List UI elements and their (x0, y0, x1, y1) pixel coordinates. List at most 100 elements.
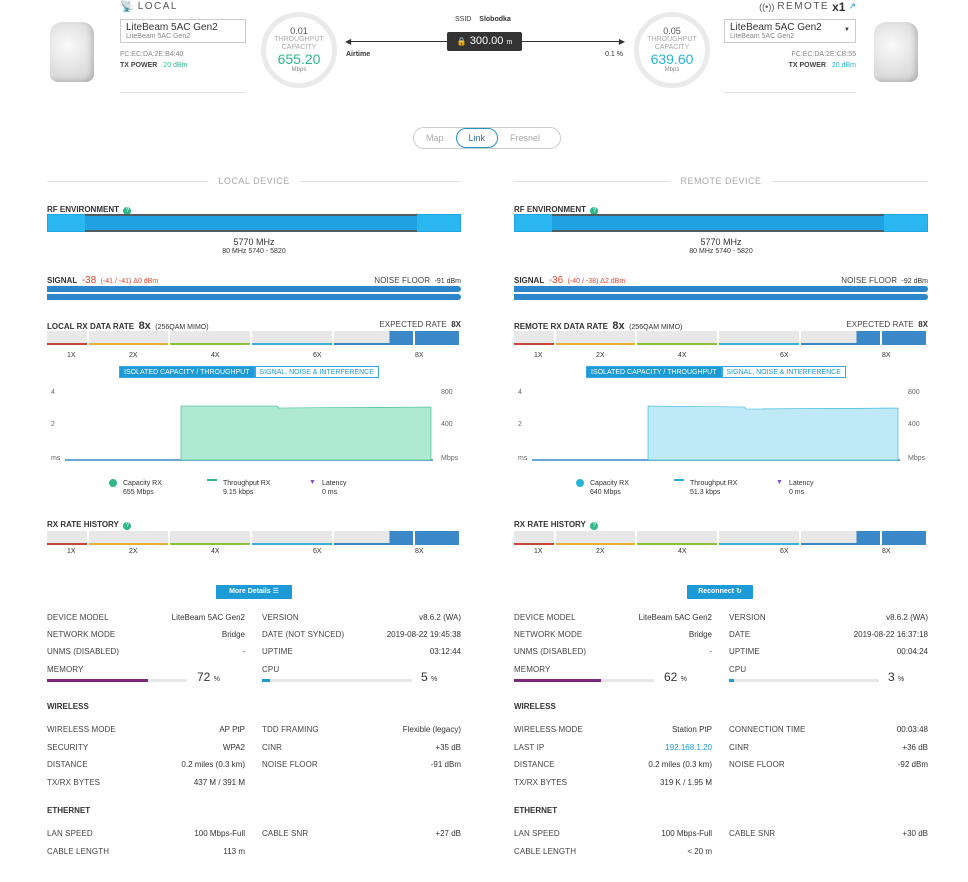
local-history-tick: 4X (211, 548, 220, 555)
remote-info-key: UPTIME (729, 647, 760, 656)
local-legend-name: Throughput RX (223, 480, 271, 487)
local-legend-item[interactable]: Capacity RX 655 Mbps (109, 479, 162, 497)
local-info-key: DISTANCE (47, 760, 88, 769)
help-icon[interactable]: ? (590, 207, 599, 215)
local-rate-tick: 2X (129, 352, 138, 359)
local-legend-value: 9.15 kbps (223, 489, 254, 496)
ssid-label: SSID (455, 16, 472, 23)
local-expected-value: 8X (451, 320, 461, 329)
remote-cpu-value: 3 % (888, 670, 904, 684)
local-info-key: SECURITY (47, 742, 89, 752)
remote-memory-label: MEMORY (514, 665, 551, 674)
local-chart-ytick-right: 400 (441, 421, 453, 428)
local-info-key: DEVICE MODEL (47, 613, 109, 622)
remote-tab-capacity[interactable]: ISOLATED CAPACITY / THROUGHPUT (586, 366, 722, 378)
remote-info-value[interactable]: 192.168.1.20 (665, 742, 712, 752)
remote-rate-bar-segment (555, 331, 636, 345)
remote-legend-value: 640 Mbps (590, 489, 621, 496)
remote-legend-item[interactable]: Throughput RX 51.3 kbps (674, 479, 737, 497)
local-info-key: NETWORK MODE (47, 630, 116, 639)
remote-legend-item[interactable]: ▼ Latency 0 ms (776, 479, 813, 497)
local-history-bar-segment (415, 531, 460, 545)
local-rate-tick: 6X (313, 352, 322, 359)
local-chart-ytick-left: ms (51, 455, 61, 462)
remote-header-divider (724, 92, 856, 93)
remote-rate-bar-segment (800, 331, 881, 345)
remote-rate-bar-segment (514, 331, 554, 345)
tab-link[interactable]: Link (455, 128, 499, 148)
remote-history-tick: 2X (596, 548, 605, 555)
local-info-value: 437 M / 391 M (193, 777, 245, 787)
remote-info-value: +30 dB (902, 829, 928, 838)
remote-info-key: DATE (729, 630, 751, 639)
remote-legend-item[interactable]: Capacity RX 640 Mbps (576, 479, 629, 497)
local-legend-item[interactable]: Throughput RX 9.15 kbps (207, 479, 270, 497)
remote-cpu-number: 3 (888, 670, 895, 684)
local-gauge-capacity: 655.20 (277, 51, 321, 67)
local-legend-item[interactable]: ▼ Latency 0 ms (309, 479, 346, 497)
remote-rate-tick: 2X (596, 352, 605, 359)
local-info-key: TDD FRAMING (262, 725, 319, 734)
local-signal-value: -38 (81, 275, 97, 286)
external-link-icon[interactable]: ↗ (848, 1, 856, 11)
remote-history-title: RX RATE HISTORY (514, 520, 586, 529)
local-rate-tick: 4X (211, 352, 220, 359)
remote-rate-tick: 1X (534, 352, 543, 359)
local-info-key: WIRELESS MODE (47, 725, 116, 734)
local-tab-capacity[interactable]: ISOLATED CAPACITY / THROUGHPUT (119, 366, 255, 378)
local-cpu-bar (262, 679, 412, 682)
remote-info-value: 00:04:24 (896, 647, 928, 656)
local-legend-value: 655 Mbps (123, 489, 154, 496)
help-icon[interactable]: ? (590, 522, 599, 530)
remote-cpu-bar (729, 679, 879, 682)
remote-ethernet-title: ETHERNET (514, 806, 558, 815)
local-history-bar-segment (88, 531, 169, 545)
local-rate-bar-segment (333, 331, 414, 345)
local-header: 📡 LOCAL LiteBeam 5AC Gen2 LiteBeam 5AC G… (120, 0, 246, 69)
antenna-icon: 📡 (120, 1, 134, 13)
airtime-value: 0.1 % (605, 51, 623, 58)
remote-txpower: 20 dBm (831, 62, 856, 69)
local-info-key: TX/RX BYTES (47, 777, 101, 787)
help-icon[interactable]: ? (123, 207, 132, 215)
remote-chart-ytick-right: 400 (908, 421, 920, 428)
distance-badge: 🔒 300.00 m (447, 32, 522, 51)
local-device-select[interactable]: LiteBeam 5AC Gen2 LiteBeam 5AC Gen2 (120, 19, 246, 43)
capacity-dot-icon (576, 479, 584, 487)
tab-map[interactable]: Map (426, 133, 444, 143)
remote-header: ((•)) REMOTE x1 ↗ LiteBeam 5AC Gen2 Lite… (724, 0, 856, 69)
local-info-value: LiteBeam 5AC Gen2 (171, 613, 245, 622)
remote-info-key: DISTANCE (514, 760, 555, 769)
local-wireless-title: WIRELESS (47, 702, 89, 711)
local-history-tick: 2X (129, 548, 138, 555)
remote-throughput-chart (532, 405, 900, 461)
caret-down-icon: ▼ (844, 27, 850, 33)
remote-signal-value: -36 (548, 275, 564, 286)
remote-rate-tick: 4X (678, 352, 687, 359)
remote-capacity-area (647, 405, 899, 461)
local-mac: FC:EC:DA:2E:B4:40 (120, 51, 184, 58)
local-rf-header: RF ENVIRONMENT ? (47, 199, 247, 217)
remote-history-header: RX RATE HISTORY ? (514, 514, 714, 532)
remote-info-value: LiteBeam 5AC Gen2 (638, 613, 712, 622)
remote-tab-signal[interactable]: SIGNAL, NOISE & INTERFERENCE (721, 366, 846, 378)
remote-history-tick: 6X (780, 548, 789, 555)
local-history-title: RX RATE HISTORY (47, 520, 119, 529)
arrow-left-icon: ◀ (345, 37, 352, 46)
remote-rate-label: REMOTE RX DATA RATE (514, 322, 608, 331)
local-info-value: 03:12:44 (429, 647, 461, 656)
remote-device-select[interactable]: LiteBeam 5AC Gen2 LiteBeam 5AC Gen2 ▼ (724, 19, 856, 43)
local-info-value: +35 dB (435, 742, 461, 752)
local-tab-signal[interactable]: SIGNAL, NOISE & INTERFERENCE (254, 366, 379, 378)
reconnect-button[interactable]: Reconnect ↻ (687, 585, 753, 599)
more-details-button[interactable]: More Details ☰ (216, 585, 292, 599)
latency-triangle-icon: ▼ (776, 479, 783, 486)
local-rate-bar-segment (170, 331, 251, 345)
help-icon[interactable]: ? (123, 522, 132, 530)
remote-device-image (874, 22, 918, 82)
throughput-line-icon (674, 479, 684, 481)
remote-cpu-pct: % (898, 676, 905, 683)
tab-fresnel[interactable]: Fresnel (510, 133, 541, 143)
signal-waves-icon: ((•)) (759, 1, 775, 12)
local-legend-value: 0 ms (321, 489, 338, 496)
